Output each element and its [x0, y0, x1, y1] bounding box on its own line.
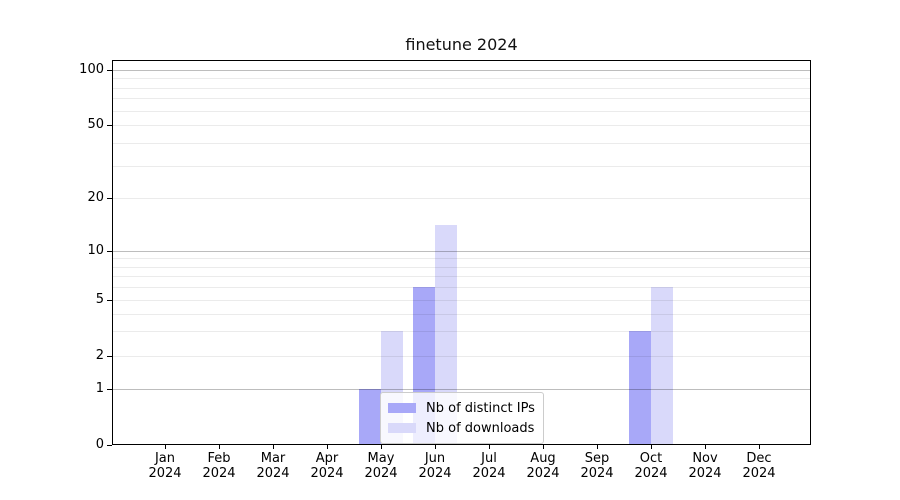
gridline-y-60 [113, 111, 810, 112]
x-tick-year: 2024 [634, 466, 668, 481]
x-tick-month: Aug [530, 451, 556, 466]
x-tick-label-oct: Oct 2024 [621, 451, 681, 481]
x-tick-month: Feb [207, 451, 231, 466]
x-tick-label-nov: Nov 2024 [675, 451, 735, 481]
legend-swatch-distinct-ips [388, 403, 416, 413]
gridline-y-5 [113, 300, 810, 301]
legend-label-downloads: Nb of downloads [426, 420, 535, 436]
gridline-y-10 [113, 251, 810, 252]
gridline-y-90 [113, 78, 810, 79]
x-tick-year: 2024 [580, 466, 614, 481]
bar-downloads-jun [435, 225, 457, 445]
x-tick-year: 2024 [202, 466, 236, 481]
x-tick-nov [705, 445, 706, 449]
x-tick-year: 2024 [418, 466, 452, 481]
gridline-y-8 [113, 267, 810, 268]
gridline-y-2 [113, 356, 810, 357]
x-tick-month: Mar [260, 451, 286, 466]
gridline-y-4 [113, 314, 810, 315]
x-tick-month: May [367, 451, 395, 466]
x-tick-year: 2024 [472, 466, 506, 481]
y-tick-label-2: 2 [95, 348, 104, 363]
x-tick-jan [165, 445, 166, 449]
y-tick-20 [107, 198, 112, 199]
x-tick-month: Jul [481, 451, 497, 466]
y-tick-0 [107, 445, 112, 446]
x-tick-label-aug: Aug 2024 [513, 451, 573, 481]
y-tick-10 [107, 251, 112, 252]
y-tick-100 [107, 70, 112, 71]
gridline-y-30 [113, 166, 810, 167]
legend-entry-distinct-ips: Nb of distinct IPs [388, 398, 535, 418]
gridline-y-50 [113, 125, 810, 126]
gridline-y-6 [113, 287, 810, 288]
y-tick-label-10: 10 [87, 243, 104, 258]
y-tick-label-5: 5 [95, 292, 104, 307]
x-tick-feb [219, 445, 220, 449]
x-tick-year: 2024 [526, 466, 560, 481]
x-tick-month: Nov [692, 451, 718, 466]
x-tick-month: Dec [746, 451, 772, 466]
x-tick-month: Jan [154, 451, 176, 466]
x-tick-jul [489, 445, 490, 449]
x-tick-label-mar: Mar 2024 [243, 451, 303, 481]
bar-downloads-oct [651, 287, 673, 445]
legend-label-distinct-ips: Nb of distinct IPs [426, 400, 535, 416]
legend-entry-downloads: Nb of downloads [388, 418, 535, 438]
gridline-y-1 [113, 389, 810, 390]
x-tick-oct [651, 445, 652, 449]
x-tick-month: Jun [424, 451, 446, 466]
gridline-y-100 [113, 70, 810, 71]
y-tick-1 [107, 389, 112, 390]
x-tick-month: Sep [584, 451, 610, 466]
x-tick-label-dec: Dec 2024 [729, 451, 789, 481]
x-tick-dec [759, 445, 760, 449]
gridline-y-20 [113, 198, 810, 199]
x-tick-label-feb: Feb 2024 [189, 451, 249, 481]
y-tick-label-1: 1 [95, 380, 104, 396]
gridline-y-70 [113, 98, 810, 99]
x-tick-mar [273, 445, 274, 449]
x-tick-label-jan: Jan 2024 [135, 451, 195, 481]
y-tick-2 [107, 356, 112, 357]
x-tick-year: 2024 [364, 466, 398, 481]
x-tick-label-jun: Jun 2024 [405, 451, 465, 481]
y-tick-label-20: 20 [87, 190, 104, 205]
gridline-y-40 [113, 143, 810, 144]
y-tick-label-50: 50 [87, 117, 104, 132]
x-tick-sep [597, 445, 598, 449]
x-tick-year: 2024 [256, 466, 290, 481]
bar-distinct-ips-oct [629, 331, 651, 445]
plot-area-border [112, 60, 811, 445]
x-tick-aug [543, 445, 544, 449]
x-tick-label-jul: Jul 2024 [459, 451, 519, 481]
bar-distinct-ips-may [359, 388, 381, 445]
gridline-y-3 [113, 331, 810, 332]
y-tick-5 [107, 300, 112, 301]
x-tick-label-apr: Apr 2024 [297, 451, 357, 481]
chart-title: finetune 2024 [405, 35, 518, 54]
y-tick-label-100: 100 [79, 62, 104, 77]
x-tick-month: Apr [315, 451, 339, 466]
x-tick-jun [435, 445, 436, 449]
legend: Nb of distinct IPs Nb of downloads [380, 392, 544, 444]
gridline-y-7 [113, 276, 810, 277]
legend-swatch-downloads [388, 423, 416, 433]
x-tick-year: 2024 [310, 466, 344, 481]
gridline-y-80 [113, 88, 810, 89]
y-tick-label-0: 0 [95, 437, 104, 452]
x-tick-year: 2024 [742, 466, 776, 481]
gridline-y-9 [113, 258, 810, 259]
x-tick-may [381, 445, 382, 449]
x-tick-label-sep: Sep 2024 [567, 451, 627, 481]
y-tick-50 [107, 125, 112, 126]
x-tick-label-may: May 2024 [351, 451, 411, 481]
x-tick-month: Oct [639, 451, 663, 466]
x-tick-year: 2024 [148, 466, 182, 481]
x-tick-apr [327, 445, 328, 449]
x-tick-year: 2024 [688, 466, 722, 481]
